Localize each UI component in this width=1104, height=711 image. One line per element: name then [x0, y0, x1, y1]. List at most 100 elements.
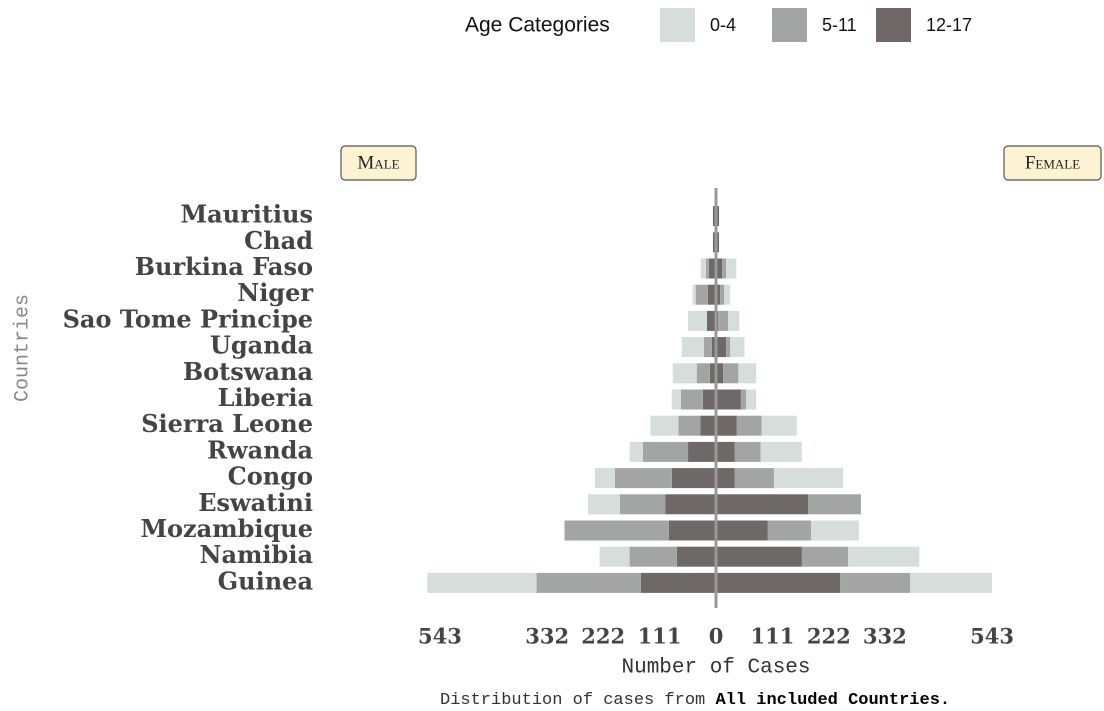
- bar: [716, 363, 724, 384]
- legend-title: Age Categories: [465, 14, 610, 37]
- bar: [619, 494, 666, 515]
- caption-text: Distribution of cases from: [440, 691, 705, 710]
- bar: [640, 572, 716, 593]
- bar: [629, 546, 677, 567]
- bar: [716, 337, 727, 358]
- bar: [730, 337, 745, 358]
- bar: [706, 310, 716, 331]
- y-tick-label: Rwanda: [207, 435, 313, 464]
- bar: [700, 415, 716, 436]
- bar: [808, 494, 861, 515]
- bar: [700, 258, 706, 279]
- bar: [718, 310, 729, 331]
- bar: [681, 337, 704, 358]
- x-tick-label: 222: [807, 624, 851, 649]
- legend-label: 12-17: [926, 15, 972, 35]
- y-tick-label: Uganda: [210, 331, 313, 360]
- y-tick-label: Eswatini: [198, 488, 313, 517]
- bar: [676, 546, 716, 567]
- bar: [712, 206, 716, 227]
- bar: [716, 520, 768, 541]
- bar: [427, 572, 537, 593]
- bar: [711, 337, 716, 358]
- bar: [716, 546, 802, 567]
- bar: [716, 494, 809, 515]
- bar: [716, 258, 723, 279]
- bar: [678, 415, 701, 436]
- bar: [716, 206, 720, 227]
- bar: [738, 363, 757, 384]
- bar: [773, 468, 844, 489]
- bar: [722, 258, 727, 279]
- bar: [745, 389, 757, 410]
- x-tick-label: 111: [638, 624, 682, 649]
- bar: [767, 520, 812, 541]
- legend-swatch: [876, 8, 911, 42]
- facet-label: Female: [1025, 152, 1080, 173]
- bar: [801, 546, 849, 567]
- legend-label: 5-11: [822, 15, 857, 35]
- bar: [712, 232, 716, 253]
- bar: [716, 468, 735, 489]
- bar: [728, 310, 740, 331]
- y-tick-label: Botswana: [183, 357, 313, 386]
- bar: [734, 441, 761, 462]
- bar: [680, 389, 703, 410]
- facet-box: [340, 145, 417, 181]
- bar: [709, 363, 716, 384]
- bar: [734, 468, 774, 489]
- bar: [665, 494, 716, 515]
- bar: [650, 415, 679, 436]
- y-tick-label: Sierra Leone: [141, 409, 313, 438]
- y-tick-label: Namibia: [200, 540, 313, 569]
- caption-emphasis: All included Countries.: [715, 691, 950, 710]
- x-tick-label: 543: [970, 624, 1014, 649]
- bar: [688, 310, 707, 331]
- y-tick-label: Mozambique: [140, 514, 313, 543]
- bar: [760, 441, 802, 462]
- bar: [726, 337, 731, 358]
- bar: [702, 389, 716, 410]
- y-axis-title: Countries: [11, 294, 34, 402]
- bar: [840, 572, 911, 593]
- bar: [724, 284, 731, 305]
- bar: [671, 389, 681, 410]
- bar: [723, 363, 739, 384]
- bar: [703, 337, 712, 358]
- bar: [587, 494, 620, 515]
- y-tick-label: Congo: [228, 462, 313, 491]
- bar: [848, 546, 920, 567]
- bar: [761, 415, 797, 436]
- bar: [671, 468, 716, 489]
- facet-label: Male: [357, 152, 399, 173]
- bar: [716, 415, 737, 436]
- bar: [716, 284, 721, 305]
- y-tick-label: Sao Tome Principe: [63, 304, 313, 333]
- x-axis-title: Number of Cases: [621, 657, 810, 680]
- x-tick-label: 222: [581, 624, 625, 649]
- bar: [716, 232, 720, 253]
- x-tick-label: 111: [751, 624, 795, 649]
- facet-box: [1003, 145, 1102, 181]
- y-tick-label: Chad: [244, 226, 313, 255]
- bar: [707, 284, 716, 305]
- bar: [708, 258, 716, 279]
- bar: [740, 389, 746, 410]
- bar: [716, 572, 841, 593]
- bar: [716, 389, 741, 410]
- bar: [811, 520, 859, 541]
- bar: [668, 520, 716, 541]
- bar: [726, 258, 737, 279]
- y-tick-label: Niger: [237, 278, 313, 307]
- x-tick-label: 332: [525, 624, 569, 649]
- y-tick-label: Guinea: [218, 566, 313, 595]
- bar: [692, 284, 696, 305]
- bar: [536, 572, 641, 593]
- caption: Distribution of cases from All included …: [440, 691, 950, 710]
- bar: [564, 520, 669, 541]
- legend-label: 0-4: [710, 15, 736, 35]
- bar: [595, 468, 615, 489]
- bar: [695, 284, 708, 305]
- y-tick-label: Liberia: [218, 383, 313, 412]
